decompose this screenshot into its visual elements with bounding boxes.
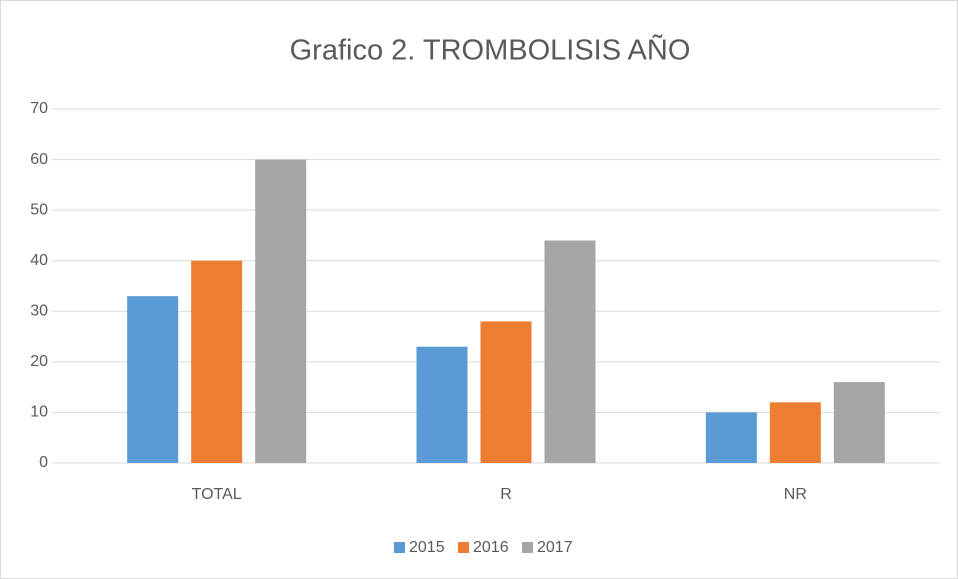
- y-tick-label: 20: [30, 353, 48, 370]
- legend-swatch: [394, 542, 405, 553]
- bar: [191, 260, 243, 463]
- legend-swatch: [458, 542, 469, 553]
- x-tick-label: R: [500, 486, 512, 503]
- y-tick-label: 0: [39, 454, 48, 471]
- bar: [705, 412, 757, 463]
- x-tick-label: NR: [784, 486, 807, 503]
- y-tick-label: 70: [30, 100, 48, 117]
- legend-label: 2016: [473, 539, 509, 556]
- y-tick-label: 30: [30, 303, 48, 320]
- bar: [544, 240, 596, 463]
- y-tick-label: 10: [30, 404, 48, 421]
- bar: [833, 382, 885, 463]
- x-tick-label: TOTAL: [192, 486, 242, 503]
- bar: [769, 402, 821, 463]
- bar: [127, 296, 179, 463]
- y-tick-label: 50: [30, 201, 48, 218]
- bar: [255, 159, 307, 464]
- legend-label: 2017: [537, 539, 573, 556]
- chart-title: Grafico 2. TROMBOLISIS AÑO: [290, 33, 691, 67]
- y-tick-label: 60: [30, 151, 48, 168]
- bar: [416, 346, 468, 463]
- legend-label: 2015: [409, 539, 445, 556]
- legend-swatch: [522, 542, 533, 553]
- bar: [480, 321, 532, 463]
- y-tick-label: 40: [30, 252, 48, 269]
